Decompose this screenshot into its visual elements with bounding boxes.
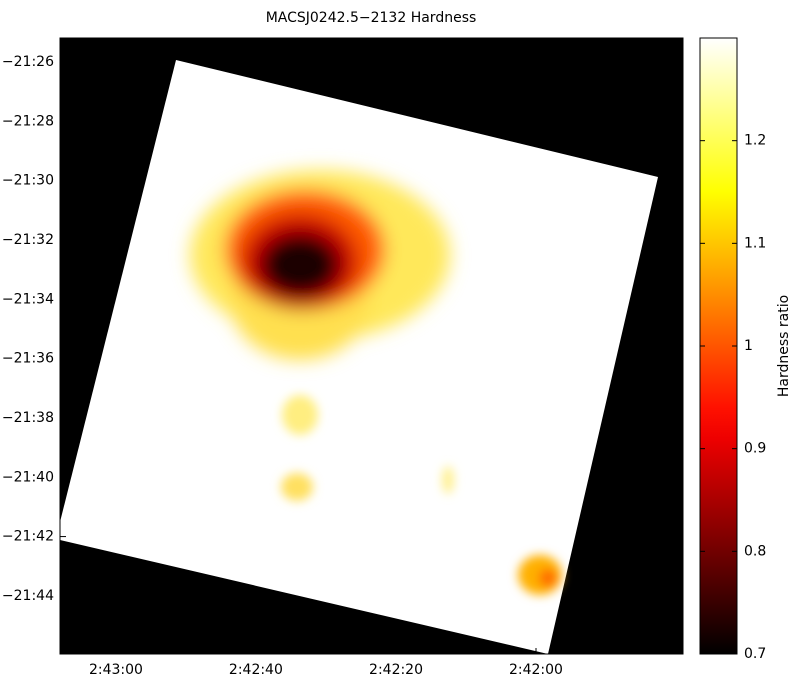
colorbar-tick-label: 0.7 bbox=[744, 646, 766, 662]
colorbar-tick-label: 1 bbox=[744, 338, 753, 354]
y-tick-label: −21:28 bbox=[2, 113, 54, 129]
y-tick-label: −21:30 bbox=[2, 173, 54, 189]
colorbar bbox=[699, 37, 738, 655]
y-tick-label: −21:44 bbox=[2, 588, 54, 604]
y-tick-label: −21:34 bbox=[2, 291, 54, 307]
y-tick-label: −21:26 bbox=[2, 54, 54, 70]
x-tick-label: 2:42:20 bbox=[369, 662, 423, 678]
y-tick-label: −21:42 bbox=[2, 529, 54, 545]
image bbox=[60, 38, 683, 654]
colorbar-label: Hardness ratio bbox=[776, 295, 792, 397]
colorbar-tick-label: 0.9 bbox=[744, 441, 766, 457]
chart-title: MACSJ0242.5−2132 Hardness bbox=[266, 10, 477, 26]
y-tick-label: −21:32 bbox=[2, 232, 54, 248]
y-tick-label: −21:38 bbox=[2, 410, 54, 426]
colorbar-tick-label: 0.8 bbox=[744, 543, 766, 559]
x-tick-label: 2:42:00 bbox=[509, 662, 563, 678]
x-tick-label: 2:42:40 bbox=[229, 662, 283, 678]
colorbar-tick-label: 1.1 bbox=[744, 235, 766, 251]
colorbar-tick-label: 1.2 bbox=[744, 133, 766, 149]
plot-frame bbox=[59, 37, 684, 655]
y-tick-label: −21:36 bbox=[2, 351, 54, 367]
x-tick-label: 2:43:00 bbox=[89, 662, 143, 678]
y-tick-label: −21:40 bbox=[2, 469, 54, 485]
